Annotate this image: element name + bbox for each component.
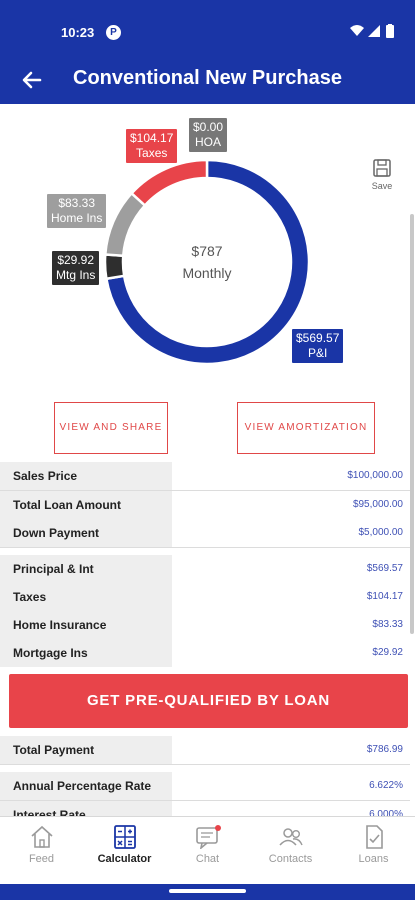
table-row: Taxes $104.17 bbox=[0, 583, 410, 611]
save-button[interactable]: Save bbox=[366, 158, 398, 198]
row-value: $95,000.00 bbox=[172, 491, 410, 519]
row-label: Principal & Int bbox=[0, 555, 172, 583]
divider bbox=[0, 490, 410, 491]
unread-dot-icon bbox=[214, 825, 221, 831]
nav-label: Loans bbox=[358, 853, 389, 865]
scrollbar[interactable] bbox=[410, 214, 414, 634]
save-icon bbox=[373, 159, 391, 177]
nav-item-feed[interactable]: Feed bbox=[0, 825, 83, 865]
row-label: Sales Price bbox=[0, 462, 172, 490]
table-row: Mortgage Ins $29.92 bbox=[0, 639, 410, 667]
nav-label: Calculator bbox=[97, 853, 152, 865]
table-row: Principal & Int $569.57 bbox=[0, 555, 410, 583]
row-label: Down Payment bbox=[0, 519, 172, 547]
calculator-icon bbox=[113, 825, 136, 849]
row-label: Interest Rate bbox=[0, 801, 172, 816]
divider bbox=[0, 800, 410, 801]
document-icon bbox=[365, 825, 383, 849]
row-value: $104.17 bbox=[172, 583, 410, 611]
donut-slice-p-i bbox=[104, 158, 311, 366]
status-bar: 10:23 P bbox=[0, 0, 415, 56]
save-label: Save bbox=[371, 181, 393, 191]
row-value: $786.99 bbox=[172, 736, 410, 764]
app-bar: Conventional New Purchase bbox=[0, 56, 415, 104]
table-row: Interest Rate 6.000% bbox=[0, 801, 410, 816]
page-title: Conventional New Purchase bbox=[73, 67, 342, 89]
view-amortization-button[interactable]: VIEW AMORTIZATION bbox=[237, 402, 375, 454]
row-value: 6.622% bbox=[172, 772, 410, 800]
row-value: $29.92 bbox=[172, 639, 410, 667]
home-ins-value-label: $83.33 Home Ins bbox=[46, 193, 108, 229]
row-label: Taxes bbox=[0, 583, 172, 611]
nav-item-loans[interactable]: Loans bbox=[332, 825, 415, 865]
hoa-value-label: $0.00 HOA bbox=[188, 117, 229, 153]
nav-label: Feed bbox=[28, 853, 55, 865]
nav-label: Contacts bbox=[268, 853, 313, 865]
bottom-navigation: Feed Calculator Chat bbox=[0, 816, 415, 884]
gesture-bar-area bbox=[0, 884, 415, 900]
divider bbox=[0, 764, 410, 765]
nav-item-contacts[interactable]: Contacts bbox=[249, 825, 332, 865]
view-and-share-button[interactable]: VIEW AND SHARE bbox=[54, 402, 168, 454]
donut-center-amount: $787 bbox=[191, 243, 222, 259]
table-row: Total Loan Amount $95,000.00 bbox=[0, 491, 410, 519]
donut-slice-mtg-ins bbox=[103, 253, 126, 281]
notification-badge-icon: P bbox=[106, 25, 121, 40]
donut-slice-home-ins bbox=[103, 191, 147, 258]
donut-svg: $787 Monthly bbox=[103, 158, 311, 366]
get-pre-qualified-button[interactable]: GET PRE-QUALIFIED BY LOAN bbox=[9, 674, 408, 728]
status-time: 10:23 bbox=[61, 25, 95, 40]
donut-center-caption: Monthly bbox=[182, 265, 231, 281]
system-icons bbox=[350, 24, 400, 45]
wifi-icon bbox=[350, 25, 364, 36]
row-label: Total Loan Amount bbox=[0, 491, 172, 519]
table-row: Total Payment $786.99 bbox=[0, 736, 410, 764]
table-row: Down Payment $5,000.00 bbox=[0, 519, 410, 547]
row-value: 6.000% bbox=[172, 801, 410, 816]
home-gesture-handle[interactable] bbox=[169, 889, 246, 893]
nav-label: Chat bbox=[195, 853, 220, 865]
row-value: $83.33 bbox=[172, 611, 410, 639]
row-value: $5,000.00 bbox=[172, 519, 410, 547]
row-value: $100,000.00 bbox=[172, 462, 410, 490]
row-label: Annual Percentage Rate bbox=[0, 772, 172, 800]
nav-item-calculator[interactable]: Calculator bbox=[83, 825, 166, 865]
payment-donut-chart: $787 Monthly bbox=[0, 104, 415, 394]
chat-icon bbox=[195, 825, 221, 849]
donut-slice-taxes bbox=[129, 158, 209, 208]
table-row: Home Insurance $83.33 bbox=[0, 611, 410, 639]
table-row: Sales Price $100,000.00 bbox=[0, 462, 410, 490]
battery-icon bbox=[386, 25, 394, 38]
taxes-value-label: $104.17 Taxes bbox=[125, 128, 179, 164]
row-value: $569.57 bbox=[172, 555, 410, 583]
nav-item-chat[interactable]: Chat bbox=[166, 825, 249, 865]
back-arrow-icon[interactable] bbox=[16, 64, 48, 96]
table-row: Annual Percentage Rate 6.622% bbox=[0, 772, 410, 800]
pi-value-label: $569.57 P&I bbox=[291, 328, 345, 364]
home-icon bbox=[30, 825, 53, 848]
row-label: Mortgage Ins bbox=[0, 639, 172, 667]
row-label: Total Payment bbox=[0, 736, 172, 764]
divider bbox=[0, 547, 410, 548]
calculator-content[interactable]: Save $787 Monthly $569.57 P&I $29.92 Mtg In… bbox=[0, 104, 415, 816]
mtg-ins-value-label: $29.92 Mtg Ins bbox=[51, 250, 101, 286]
signal-icon bbox=[368, 25, 380, 37]
row-label: Home Insurance bbox=[0, 611, 172, 639]
contacts-icon bbox=[278, 828, 303, 846]
